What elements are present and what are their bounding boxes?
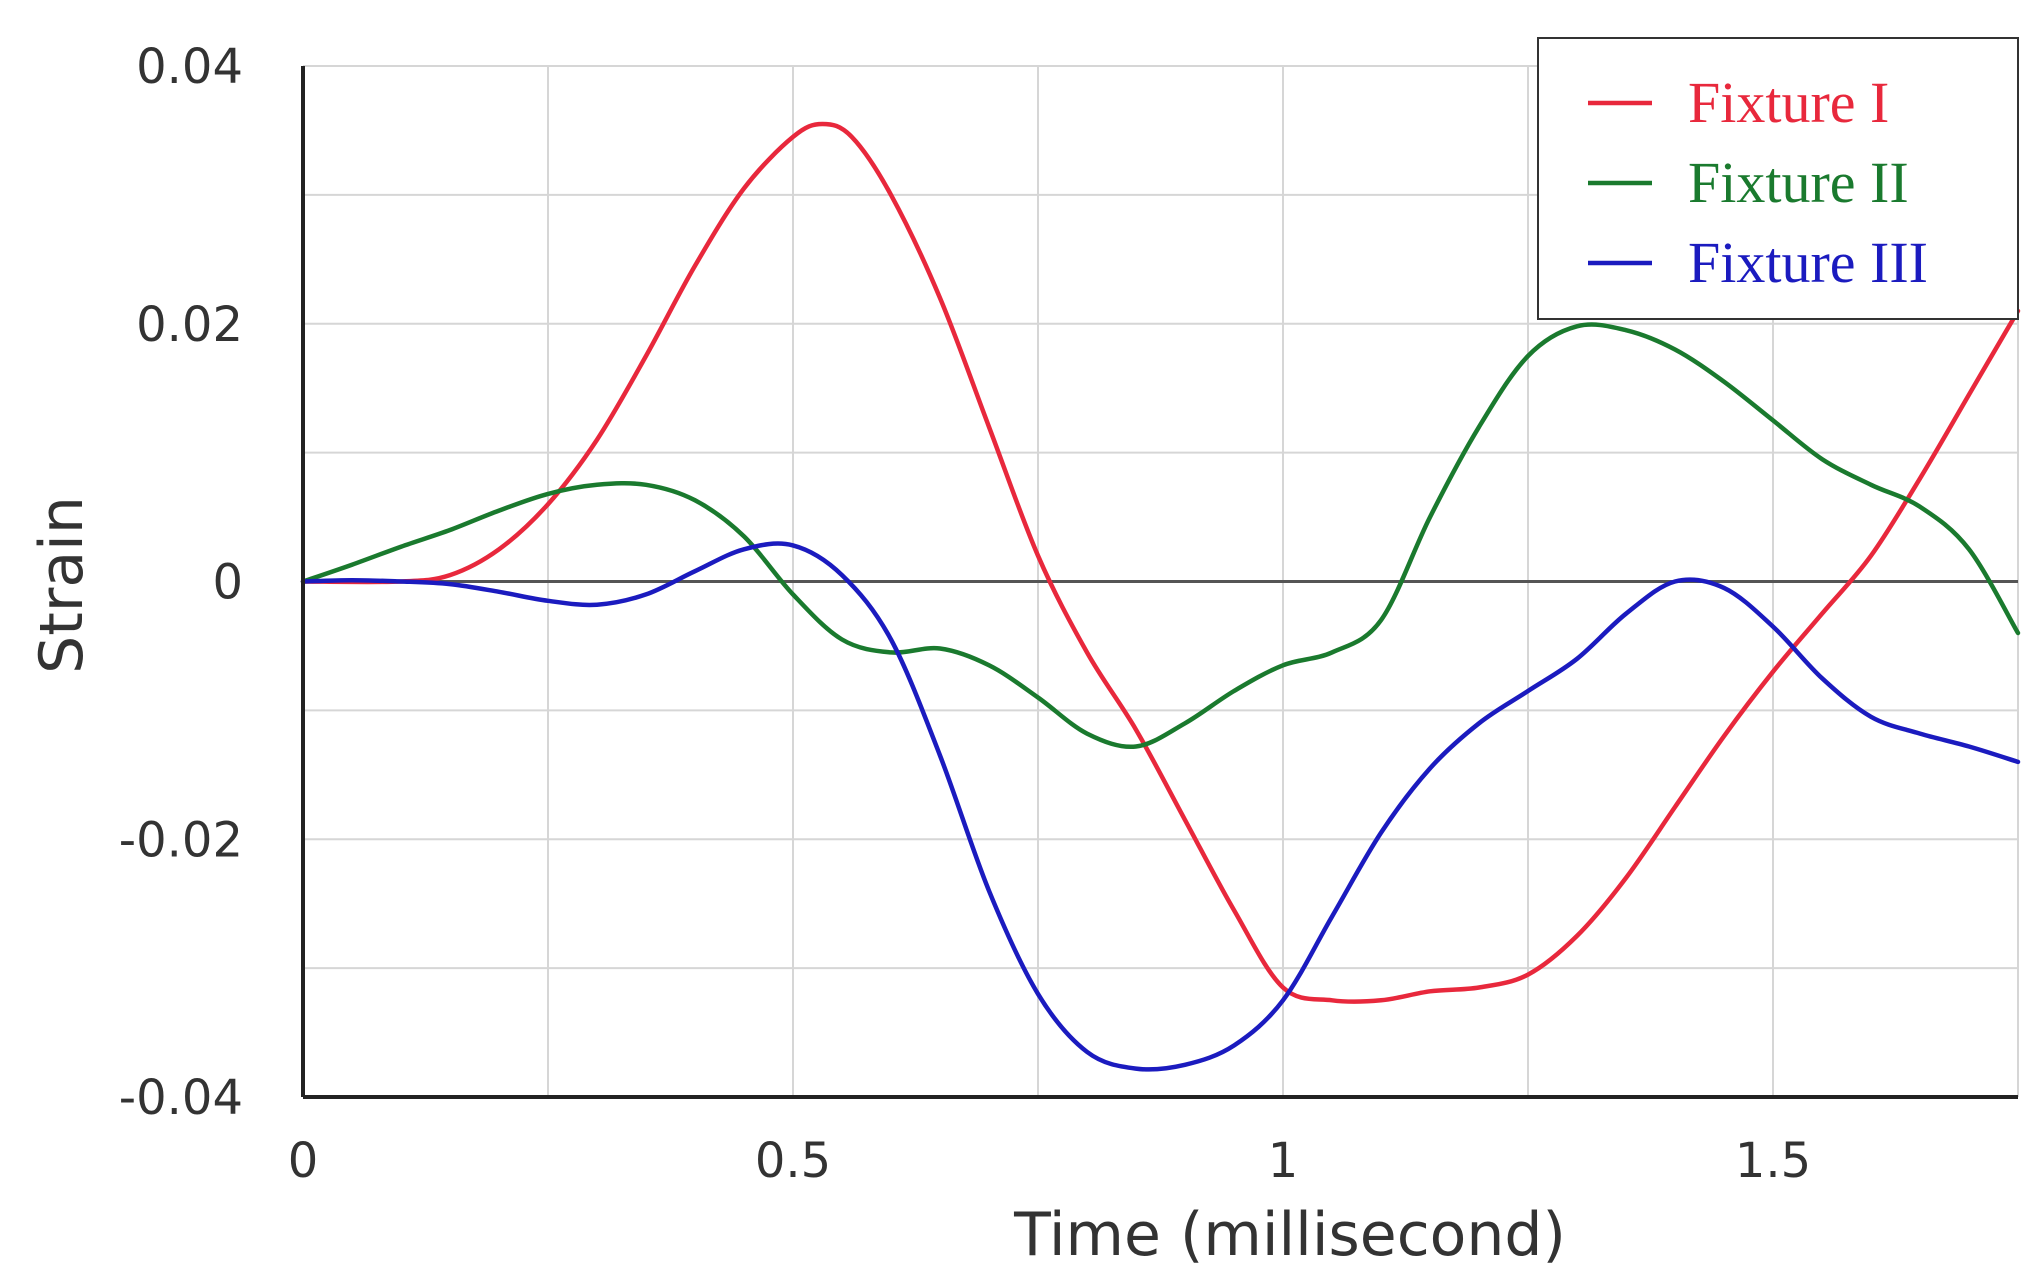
series-line-2 xyxy=(300,322,2021,750)
legend-box xyxy=(1537,37,2019,320)
y-tick-labels: 0.04 0.02 0 -0.02 -0.04 xyxy=(119,39,243,1126)
legend-label: Fixture II xyxy=(1688,150,1909,215)
x-tick-labels: 0 0.5 1 1.5 xyxy=(288,1133,1811,1189)
y-tick-label: -0.04 xyxy=(119,1070,243,1126)
legend: Fixture I Fixture II Fixture III xyxy=(1537,37,2019,320)
y-tick-label: 0 xyxy=(212,555,243,611)
series-line-3 xyxy=(300,541,2021,1072)
x-tick-label: 0.5 xyxy=(755,1133,831,1189)
y-tick-label: -0.02 xyxy=(119,812,243,868)
x-tick-label: 1.5 xyxy=(1735,1133,1811,1189)
legend-label: Fixture III xyxy=(1688,230,1928,295)
x-tick-label: 1 xyxy=(1268,1133,1299,1189)
series-line-1 xyxy=(300,121,2021,1004)
legend-items: Fixture I Fixture II Fixture III xyxy=(1588,70,1928,295)
x-tick-label: 0 xyxy=(288,1133,319,1189)
axes xyxy=(301,66,2018,1099)
y-axis-title: Strain xyxy=(27,496,97,674)
legend-label: Fixture I xyxy=(1688,70,1889,135)
y-tick-label: 0.02 xyxy=(136,297,243,353)
y-tick-label: 0.04 xyxy=(136,39,243,95)
series-lines xyxy=(300,121,2021,1072)
x-axis-title: Time (millisecond) xyxy=(1013,1200,1566,1270)
